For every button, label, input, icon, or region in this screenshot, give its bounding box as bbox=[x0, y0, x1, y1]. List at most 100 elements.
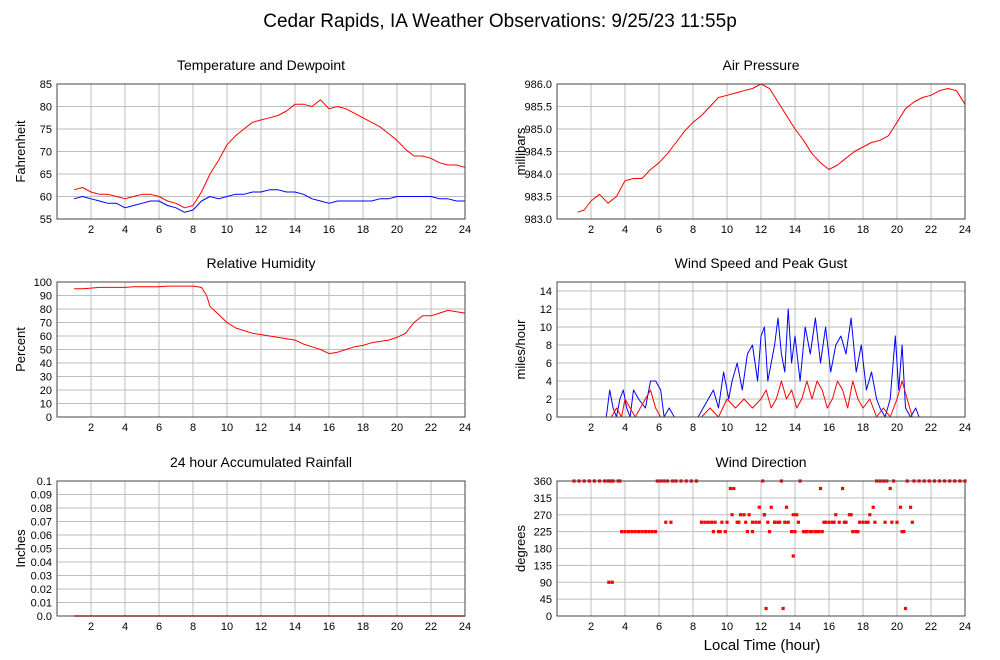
data-point bbox=[847, 513, 851, 517]
y-tick-label: 0.03 bbox=[31, 571, 52, 583]
x-tick-label: 22 bbox=[925, 621, 937, 633]
data-point bbox=[824, 520, 828, 524]
x-tick-label: 8 bbox=[690, 224, 696, 236]
data-point bbox=[757, 520, 761, 524]
y-tick-label: 0.09 bbox=[31, 490, 52, 502]
x-tick-label: 16 bbox=[323, 224, 335, 236]
y-tick-label: 80 bbox=[40, 102, 52, 114]
y-tick-label: 0 bbox=[546, 611, 552, 623]
y-axis-label: millibars bbox=[513, 127, 528, 175]
data-point bbox=[742, 513, 746, 517]
y-tick-label: 55 bbox=[40, 214, 52, 226]
data-point bbox=[776, 520, 780, 524]
data-point bbox=[795, 513, 799, 517]
x-tick-label: 6 bbox=[656, 224, 662, 236]
data-point bbox=[703, 520, 707, 524]
x-tick-label: 2 bbox=[88, 422, 94, 434]
data-point bbox=[754, 520, 758, 524]
panel-title: 24 hour Accumulated Rainfall bbox=[170, 454, 352, 470]
data-point bbox=[805, 530, 809, 534]
y-tick-label: 360 bbox=[534, 476, 552, 488]
x-tick-label: 8 bbox=[190, 422, 196, 434]
data-point bbox=[786, 520, 790, 524]
x-tick-label: 4 bbox=[622, 422, 628, 434]
y-axis-label: degrees bbox=[513, 525, 528, 572]
data-point bbox=[767, 530, 772, 534]
x-tick-label: 10 bbox=[221, 224, 233, 236]
data-point bbox=[815, 530, 819, 534]
x-tick-label: 4 bbox=[622, 621, 628, 633]
y-tick-label: 12 bbox=[540, 304, 552, 316]
x-axis-label: Local Time (hour) bbox=[704, 637, 821, 654]
data-point bbox=[890, 520, 894, 524]
x-tick-label: 20 bbox=[391, 224, 403, 236]
data-point bbox=[710, 520, 714, 524]
data-point bbox=[837, 520, 841, 524]
x-tick-label: 16 bbox=[323, 422, 335, 434]
x-tick-label: 18 bbox=[857, 621, 869, 633]
data-point bbox=[620, 530, 624, 534]
y-tick-label: 85 bbox=[40, 79, 52, 91]
data-point bbox=[834, 513, 838, 517]
x-tick-label: 12 bbox=[255, 224, 267, 236]
x-tick-label: 8 bbox=[190, 621, 196, 633]
y-tick-label: 60 bbox=[40, 331, 52, 343]
x-tick-label: 6 bbox=[156, 422, 162, 434]
x-tick-label: 2 bbox=[588, 422, 594, 434]
x-tick-label: 6 bbox=[156, 621, 162, 633]
data-point bbox=[730, 513, 734, 517]
y-tick-label: 40 bbox=[40, 358, 52, 370]
panel-title: Relative Humidity bbox=[207, 255, 316, 271]
y-tick-label: 0.02 bbox=[31, 584, 52, 596]
series-line bbox=[577, 83, 966, 213]
data-point bbox=[864, 520, 868, 524]
y-tick-label: 0.0 bbox=[37, 611, 52, 623]
data-point bbox=[623, 530, 627, 534]
y-tick-label: 0.05 bbox=[31, 544, 52, 556]
data-point bbox=[757, 505, 761, 509]
data-point bbox=[711, 530, 715, 534]
data-point bbox=[769, 505, 773, 509]
data-point bbox=[744, 520, 748, 524]
x-tick-label: 10 bbox=[221, 621, 233, 633]
y-tick-label: 90 bbox=[540, 577, 552, 589]
data-point bbox=[720, 520, 724, 524]
x-tick-label: 24 bbox=[959, 621, 971, 633]
data-point bbox=[861, 520, 865, 524]
y-tick-label: 985.5 bbox=[524, 102, 552, 114]
x-tick-label: 4 bbox=[122, 621, 128, 633]
data-point bbox=[664, 520, 668, 524]
y-tick-label: 0.1 bbox=[37, 476, 52, 488]
y-tick-label: 8 bbox=[546, 340, 552, 352]
plot-frame bbox=[556, 480, 966, 617]
series-line bbox=[74, 285, 466, 355]
data-point bbox=[903, 606, 908, 611]
data-point bbox=[822, 520, 826, 524]
data-point bbox=[851, 530, 855, 534]
x-tick-label: 12 bbox=[755, 422, 767, 434]
data-point bbox=[820, 530, 824, 534]
data-point bbox=[910, 520, 914, 524]
x-tick-label: 18 bbox=[857, 224, 869, 236]
data-point bbox=[791, 554, 795, 558]
data-point bbox=[706, 520, 710, 524]
y-tick-label: 70 bbox=[40, 147, 52, 159]
data-point bbox=[732, 486, 736, 491]
x-tick-label: 22 bbox=[425, 422, 437, 434]
data-point bbox=[883, 520, 887, 524]
x-tick-label: 12 bbox=[255, 621, 267, 633]
y-tick-label: 65 bbox=[40, 169, 52, 181]
y-tick-label: 30 bbox=[40, 372, 52, 384]
data-point bbox=[830, 520, 834, 524]
x-tick-label: 4 bbox=[122, 224, 128, 236]
data-point bbox=[637, 530, 641, 534]
data-point bbox=[790, 530, 794, 534]
data-point bbox=[728, 486, 732, 491]
x-tick-label: 24 bbox=[459, 224, 471, 236]
y-tick-label: 70 bbox=[40, 318, 52, 330]
x-tick-label: 12 bbox=[255, 422, 267, 434]
x-tick-label: 4 bbox=[622, 224, 628, 236]
